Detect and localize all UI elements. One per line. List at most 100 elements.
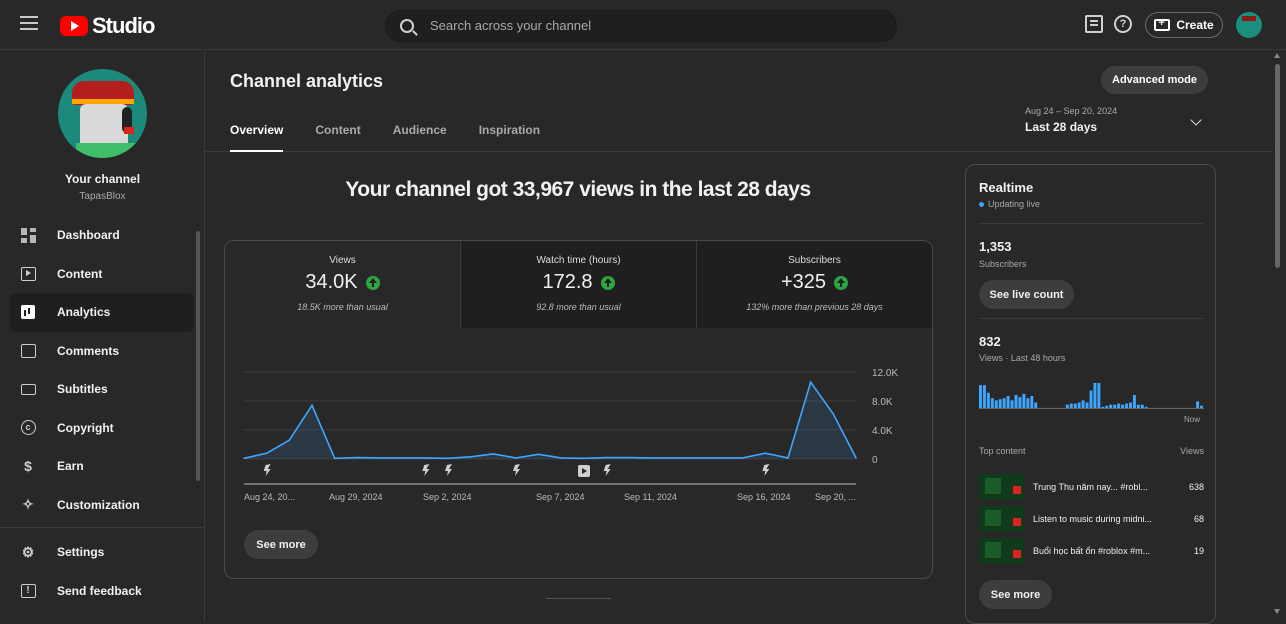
data-point bbox=[311, 404, 313, 407]
advanced-mode-button[interactable]: Advanced mode bbox=[1101, 66, 1208, 94]
realtime-bar bbox=[1022, 393, 1026, 409]
top-content-row[interactable]: Listen to music during midni... 68 bbox=[979, 506, 1204, 532]
metric-label: Views bbox=[329, 255, 356, 266]
realtime-bar bbox=[1132, 394, 1136, 409]
metric-label: Subscribers bbox=[788, 255, 841, 266]
sidebar-item-content[interactable]: Content bbox=[10, 255, 194, 294]
search-input[interactable] bbox=[430, 18, 870, 33]
sidebar-item-analytics[interactable]: Analytics bbox=[10, 293, 194, 332]
data-point bbox=[265, 452, 268, 454]
top-content-row[interactable]: Buổi học bất ổn #roblox #m... 19 bbox=[979, 538, 1204, 564]
data-point bbox=[379, 457, 381, 459]
sidebar-item-subtitles[interactable]: Subtitles bbox=[10, 370, 194, 409]
realtime-bar bbox=[1081, 400, 1085, 409]
metric-subscribers[interactable]: Subscribers +325 132% more than previous… bbox=[697, 241, 932, 328]
chevron-down-icon[interactable] bbox=[1190, 114, 1202, 126]
channel-avatar[interactable] bbox=[58, 69, 147, 158]
data-point bbox=[673, 457, 676, 459]
data-point bbox=[492, 453, 495, 455]
top-content-row[interactable]: Trung Thu năm nay... #robl... 638 bbox=[979, 474, 1204, 500]
see-live-count-button[interactable]: See live count bbox=[979, 280, 1074, 309]
tab-inspiration[interactable]: Inspiration bbox=[478, 123, 541, 137]
data-point bbox=[764, 452, 767, 454]
data-point bbox=[447, 457, 449, 460]
sidebar-item-settings[interactable]: ⚙ Settings bbox=[10, 533, 194, 572]
see-more-button[interactable]: See more bbox=[244, 530, 318, 559]
data-point bbox=[401, 457, 404, 459]
video-thumbnail[interactable] bbox=[979, 538, 1024, 564]
date-range-picker[interactable]: Aug 24 – Sep 20, 2024 Last 28 days bbox=[1025, 106, 1117, 134]
search-icon[interactable] bbox=[400, 19, 414, 33]
tab-content[interactable]: Content bbox=[315, 123, 361, 137]
video-views: 68 bbox=[1193, 514, 1204, 524]
top-content-header: Top content Views bbox=[979, 446, 1204, 456]
video-thumbnail[interactable] bbox=[979, 506, 1024, 532]
series-line bbox=[243, 380, 857, 460]
realtime-bar bbox=[990, 398, 994, 409]
sidebar-item-copyright[interactable]: c Copyright bbox=[10, 409, 194, 448]
data-point bbox=[719, 457, 721, 459]
realtime-views-bars bbox=[979, 383, 1204, 409]
sidebar-item-dashboard[interactable]: Dashboard bbox=[10, 216, 194, 255]
divider bbox=[546, 598, 611, 599]
trend-up-icon bbox=[834, 275, 849, 290]
metric-views[interactable]: Views 34.0K 18.5K more than usual bbox=[225, 241, 461, 328]
views-chart[interactable]: 12.0K 8.0K 4.0K 0 Aug 24, 20... Aug 29, 2024 S… bbox=[225, 328, 932, 518]
video-thumbnail[interactable] bbox=[979, 474, 1024, 500]
create-button[interactable]: Create bbox=[1145, 12, 1223, 38]
channel-handle: TapasBlox bbox=[79, 191, 126, 202]
shorts-upload-icon bbox=[445, 464, 452, 476]
x-tick-label: Sep 11, 2024 bbox=[624, 492, 677, 502]
help-icon[interactable]: ? bbox=[1114, 15, 1132, 33]
search-bar[interactable] bbox=[385, 10, 897, 42]
trend-up-icon bbox=[365, 275, 380, 290]
shorts-upload-icon bbox=[513, 464, 520, 476]
menu-icon[interactable] bbox=[20, 16, 38, 30]
sidebar-item-comments[interactable]: Comments bbox=[10, 332, 194, 371]
sidebar-bottom-nav: ⚙ Settings ! Send feedback bbox=[10, 533, 194, 610]
sidebar-item-label: Earn bbox=[57, 459, 84, 474]
realtime-bar bbox=[1109, 404, 1113, 409]
data-point bbox=[605, 456, 608, 459]
realtime-bar bbox=[1034, 402, 1038, 409]
data-point bbox=[809, 381, 812, 383]
data-point bbox=[515, 457, 517, 459]
data-point bbox=[333, 457, 336, 460]
realtime-bar bbox=[1010, 400, 1014, 409]
account-avatar[interactable] bbox=[1236, 12, 1262, 38]
sidebar-item-send-feedback[interactable]: ! Send feedback bbox=[10, 572, 194, 611]
main-scrollbar[interactable] bbox=[1275, 64, 1280, 268]
y-tick-label: 0 bbox=[872, 455, 878, 466]
feedback-icon[interactable] bbox=[1085, 15, 1103, 33]
realtime-title: Realtime bbox=[979, 180, 1034, 195]
analytics-tabs: Overview Content Audience Inspiration bbox=[230, 123, 572, 152]
video-title[interactable]: Listen to music during midni... bbox=[1033, 514, 1153, 524]
metric-watch-time[interactable]: Watch time (hours) 172.8 92.8 more than … bbox=[461, 241, 697, 328]
realtime-bar bbox=[982, 385, 986, 409]
realtime-bar bbox=[1089, 390, 1093, 409]
dashboard-icon bbox=[20, 227, 36, 243]
overview-headline: Your channel got 33,967 views in the las… bbox=[345, 178, 811, 201]
studio-logo[interactable]: Studio bbox=[60, 13, 155, 39]
realtime-bar bbox=[1200, 405, 1203, 409]
metric-value: +325 bbox=[780, 271, 827, 293]
scroll-down-arrow-icon[interactable] bbox=[1274, 609, 1280, 614]
tab-audience[interactable]: Audience bbox=[392, 123, 447, 137]
divider bbox=[979, 318, 1204, 319]
y-tick-label: 8.0K bbox=[872, 397, 893, 408]
video-title[interactable]: Trung Thu năm nay... #robl... bbox=[1033, 482, 1148, 492]
logo-text: Studio bbox=[92, 13, 155, 38]
realtime-bar bbox=[1121, 404, 1125, 409]
video-views: 638 bbox=[1188, 482, 1204, 492]
data-point bbox=[741, 457, 744, 459]
realtime-views-count: 832 bbox=[979, 334, 1001, 349]
video-title[interactable]: Buổi học bất ổn #roblox #m... bbox=[1033, 546, 1151, 556]
see-more-button[interactable]: See more bbox=[979, 580, 1052, 609]
sidebar-scrollbar[interactable] bbox=[196, 231, 200, 481]
sidebar-item-earn[interactable]: $ Earn bbox=[10, 447, 194, 486]
sidebar-item-customization[interactable]: ✧ Customization bbox=[10, 486, 194, 525]
realtime-bar bbox=[1144, 406, 1148, 409]
scroll-up-arrow-icon[interactable] bbox=[1274, 53, 1280, 58]
tab-overview[interactable]: Overview bbox=[230, 123, 284, 152]
metric-comparison: 132% more than previous 28 days bbox=[746, 302, 883, 312]
